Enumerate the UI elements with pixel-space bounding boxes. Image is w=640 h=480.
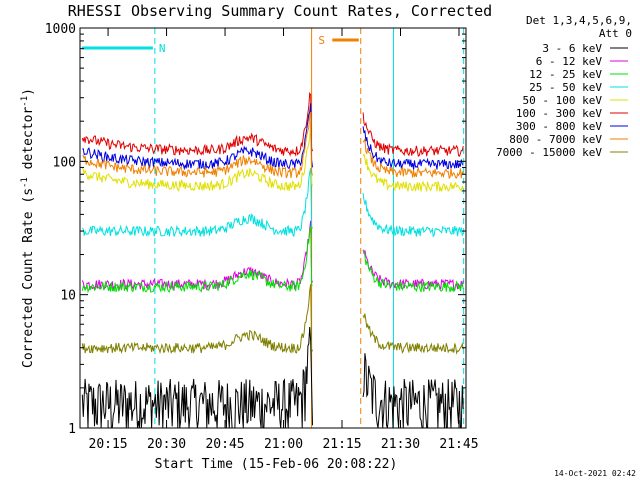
x-tick-label: 21:45 (439, 437, 478, 452)
legend-label: 12 - 25 keV (529, 68, 602, 81)
legend-label: 7000 - 15000 keV (496, 146, 602, 159)
x-tick-label: 21:00 (264, 437, 303, 452)
y-tick-label: 100 (53, 155, 76, 170)
legend-label: 25 - 50 keV (529, 81, 602, 94)
x-tick-label: 21:30 (381, 437, 420, 452)
flag-label-s: S (318, 34, 325, 47)
y-tick-label: 10 (60, 289, 76, 304)
chart-title: RHESSI Observing Summary Count Rates, Co… (68, 2, 492, 20)
legend-label: 6 - 12 keV (536, 55, 603, 68)
x-axis-label: Start Time (15-Feb-06 20:08:22) (155, 457, 398, 472)
legend-label: 100 - 300 keV (516, 107, 602, 120)
legend-label: 800 - 7000 keV (509, 133, 602, 146)
axes: 1 10 100 1000 20:15 20:30 20:45 21:00 21:15 21:30… (45, 22, 479, 452)
y-tick-label: 1 (68, 422, 76, 437)
series-line (82, 111, 464, 180)
legend-label: 3 - 6 keV (542, 42, 602, 55)
y-axis-label: Corrected Count Rate (s-1 detector-1) (20, 88, 36, 368)
series-line (81, 121, 464, 193)
x-tick-label: 21:15 (322, 437, 361, 452)
series-line (81, 91, 464, 157)
plot-area: NS (79, 28, 465, 429)
x-tick-label: 20:15 (89, 437, 128, 452)
legend-header-attenuator: Att 0 (599, 27, 632, 40)
legend-header-detectors: Det 1,3,4,5,6,9, (526, 14, 632, 27)
legend-label: 50 - 100 keV (523, 94, 603, 107)
plot-frame (79, 27, 467, 429)
series-line (81, 225, 464, 294)
flag-label-n: N (159, 42, 166, 55)
y-tick-label: 1000 (45, 22, 76, 37)
footer-timestamp: 14-Oct-2021 02:42 (554, 469, 636, 478)
series-line (81, 284, 464, 355)
legend-label: 300 - 800 keV (516, 120, 602, 133)
series-line (82, 103, 464, 171)
series-line (81, 220, 464, 292)
x-tick-label: 20:30 (147, 437, 186, 452)
series-line (81, 167, 464, 238)
series-line (81, 326, 464, 429)
x-tick-label: 20:45 (205, 437, 244, 452)
